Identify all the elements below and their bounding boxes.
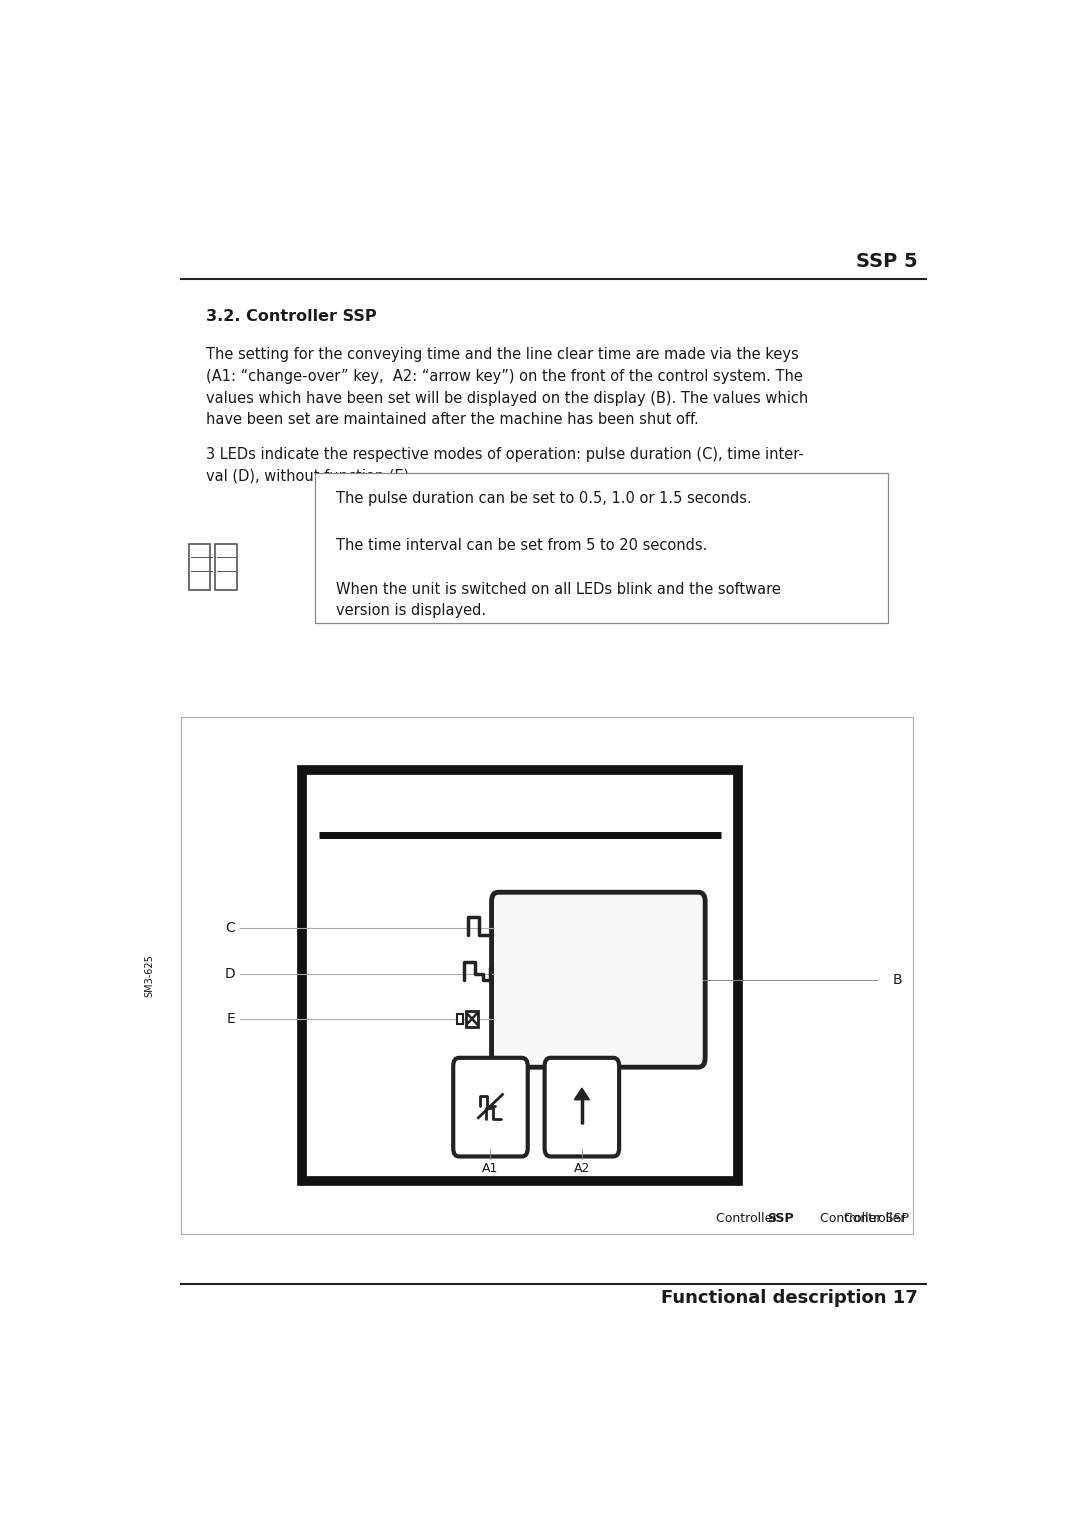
Bar	[302, 770, 738, 1182]
Text: C: C	[226, 921, 235, 935]
Text: SM3-625: SM3-625	[145, 955, 154, 997]
Bar	[315, 473, 888, 624]
Text: SSP: SSP	[768, 1211, 794, 1225]
Bar	[181, 717, 914, 1234]
Bar	[465, 1011, 478, 1026]
Text: A1: A1	[483, 1162, 499, 1176]
FancyBboxPatch shape	[544, 1058, 619, 1156]
Polygon shape	[575, 1089, 590, 1100]
Text: When the unit is switched on all LEDs blink and the software
version is displaye: When the unit is switched on all LEDs bl…	[336, 583, 781, 618]
Text: Controller: Controller	[843, 1211, 909, 1225]
Text: Controller ​SSP: Controller ​SSP	[820, 1211, 909, 1225]
FancyBboxPatch shape	[491, 892, 705, 1068]
FancyBboxPatch shape	[454, 1058, 528, 1156]
Text: The time interval can be set from 5 to 20 seconds.: The time interval can be set from 5 to 2…	[336, 538, 707, 552]
Text: The pulse duration can be set to 0.5, 1.0 or 1.5 seconds.: The pulse duration can be set to 0.5, 1.…	[336, 491, 752, 506]
Text: The setting for the conveying time and the line clear time are made via the keys: The setting for the conveying time and t…	[206, 348, 809, 427]
Text: 3.2. Controller SSP: 3.2. Controller SSP	[206, 308, 377, 323]
Bar	[215, 544, 237, 590]
Bar	[457, 1014, 463, 1023]
Text: 3 LEDs indicate the respective modes of operation: pulse duration (C), time inte: 3 LEDs indicate the respective modes of …	[206, 447, 804, 483]
Text: Controller: Controller	[716, 1211, 781, 1225]
Text: Functional description 17: Functional description 17	[661, 1289, 918, 1307]
Text: E: E	[227, 1011, 235, 1026]
Text: A2: A2	[573, 1162, 590, 1176]
Text: B: B	[892, 973, 902, 987]
Bar	[189, 544, 211, 590]
Text: SSP 5: SSP 5	[856, 252, 918, 271]
Text: D: D	[225, 967, 235, 981]
